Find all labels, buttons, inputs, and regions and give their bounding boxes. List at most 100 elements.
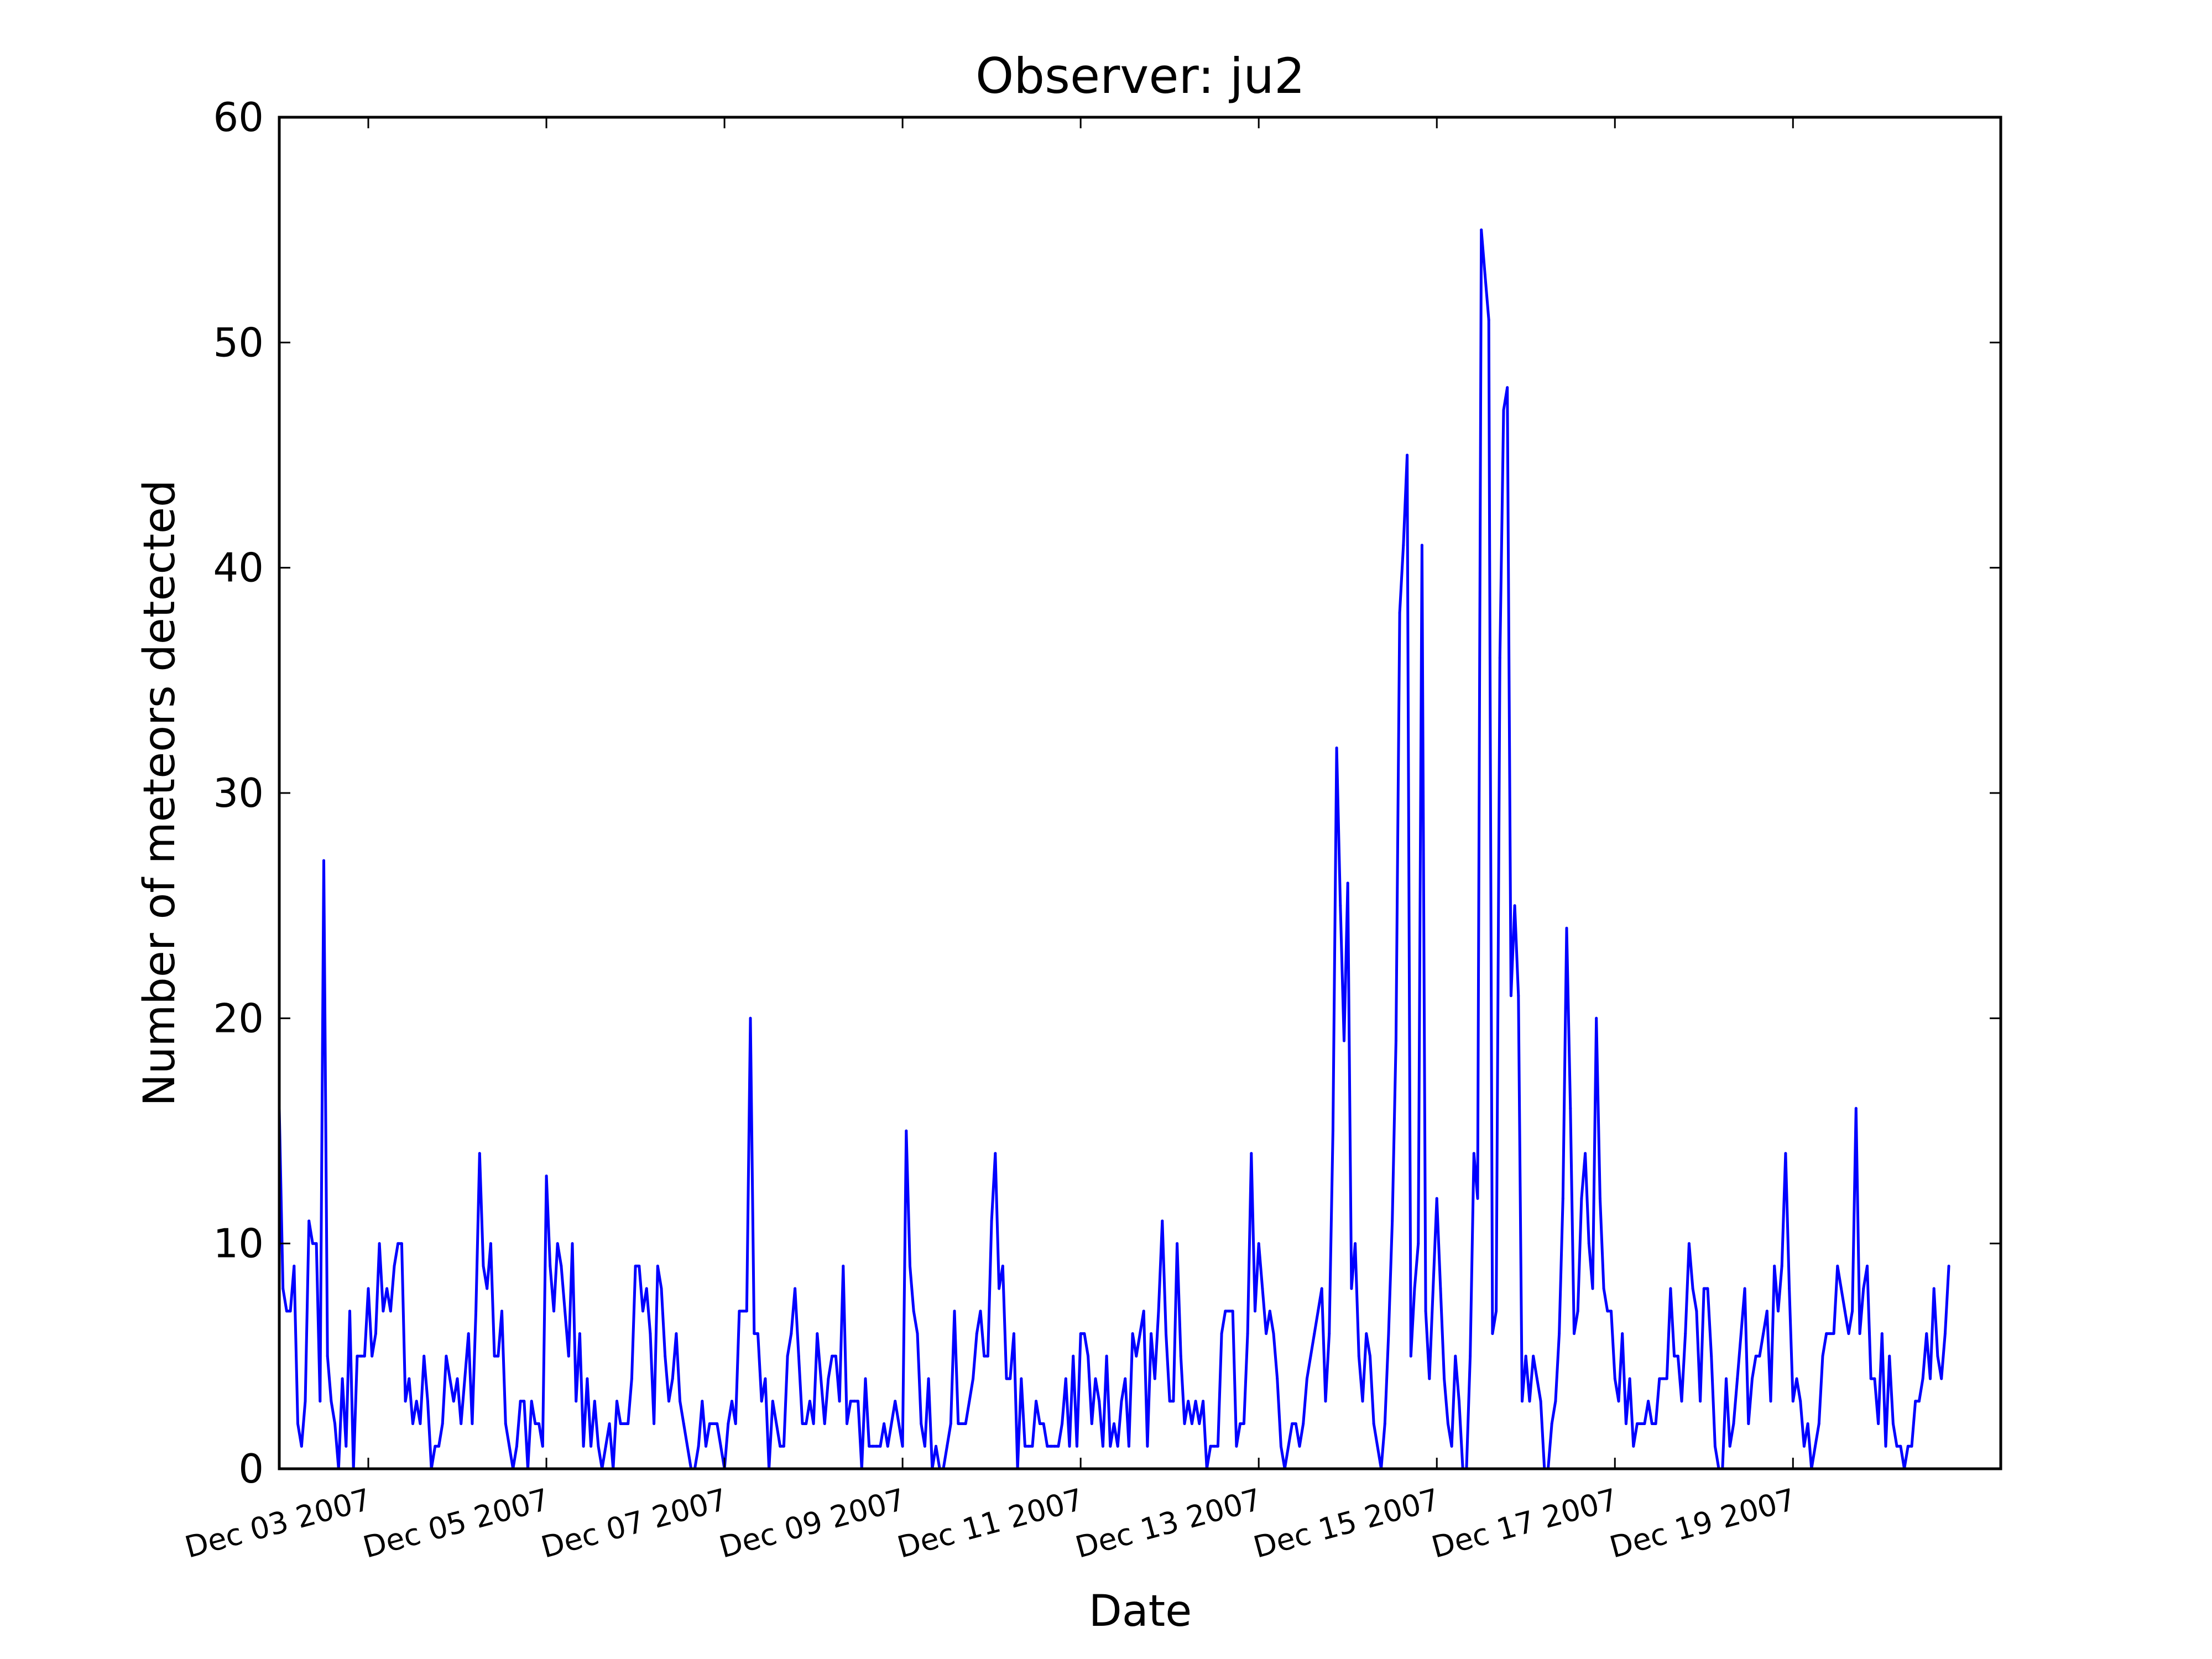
data-point (1346, 881, 1349, 885)
data-point (1131, 1332, 1134, 1335)
data-point (1591, 1287, 1594, 1290)
data-point (1513, 904, 1516, 907)
data-point (304, 1400, 307, 1403)
data-point (1458, 1400, 1460, 1403)
data-point (1788, 1287, 1791, 1290)
data-point (1687, 1242, 1691, 1245)
data-point (1105, 1354, 1108, 1358)
data-point (1135, 1354, 1138, 1358)
x-tick-label: Dec 09 2007 (716, 1482, 909, 1565)
data-point (307, 1219, 311, 1223)
data-point (293, 1264, 296, 1267)
data-point (1617, 1400, 1620, 1403)
data-point (1636, 1422, 1639, 1425)
data-point (285, 1310, 288, 1313)
data-point (311, 1242, 314, 1245)
data-point (1420, 544, 1423, 547)
data-point (1231, 1310, 1234, 1313)
data-point (1068, 1444, 1071, 1448)
data-point (319, 1400, 322, 1403)
data-point (471, 1422, 474, 1425)
data-point (1854, 1107, 1858, 1110)
data-point (296, 1422, 299, 1425)
data-point (1009, 1377, 1012, 1380)
data-point (623, 1422, 626, 1425)
data-point (831, 1354, 834, 1358)
data-point (879, 1444, 882, 1448)
data-point (838, 1400, 841, 1403)
data-point (1899, 1444, 1902, 1448)
data-point (1335, 747, 1338, 749)
data-point (1291, 1422, 1294, 1425)
data-point (1598, 1197, 1601, 1200)
data-point (1728, 1444, 1731, 1448)
data-point (367, 1287, 370, 1290)
data-point (1658, 1377, 1661, 1380)
data-point (289, 1310, 292, 1313)
data-point (1702, 1287, 1705, 1290)
data-point (378, 1242, 381, 1245)
data-point (1053, 1444, 1056, 1448)
data-point (1606, 1310, 1609, 1313)
data-point (1673, 1354, 1676, 1358)
data-point (853, 1400, 856, 1403)
data-point (916, 1332, 919, 1335)
data-point (1432, 1287, 1434, 1290)
data-point (1239, 1422, 1242, 1425)
data-point (1791, 1400, 1794, 1403)
data-point (1153, 1377, 1156, 1380)
data-point (797, 1354, 800, 1358)
data-point (1914, 1400, 1917, 1403)
data-point (1873, 1377, 1876, 1380)
data-point (1361, 1400, 1364, 1403)
data-point (578, 1332, 581, 1335)
data-point (482, 1264, 485, 1267)
data-point (1821, 1354, 1824, 1358)
data-point (1847, 1332, 1850, 1335)
data-point (1372, 1422, 1375, 1425)
data-point (742, 1310, 745, 1313)
data-point (1643, 1422, 1646, 1425)
data-point (400, 1242, 403, 1245)
data-point (615, 1400, 618, 1403)
x-tick-label: Dec 13 2007 (1072, 1482, 1265, 1565)
data-point (504, 1422, 507, 1425)
data-point (1936, 1354, 1939, 1358)
data-point (1194, 1400, 1197, 1403)
data-point (1840, 1287, 1843, 1290)
data-point (515, 1444, 518, 1448)
data-point (660, 1287, 663, 1290)
data-point (1024, 1444, 1026, 1448)
data-point (734, 1422, 737, 1425)
data-point (990, 1219, 993, 1223)
data-point (968, 1400, 971, 1403)
data-point (1613, 1377, 1616, 1380)
data-point (1569, 1107, 1572, 1110)
data-point (1739, 1332, 1743, 1335)
data-point (1072, 1354, 1075, 1358)
data-point (1354, 1242, 1357, 1245)
data-point (497, 1354, 500, 1358)
data-point (1064, 1377, 1067, 1380)
data-point (1713, 1444, 1717, 1448)
data-point (530, 1400, 533, 1403)
data-point (1235, 1444, 1238, 1448)
data-point (385, 1287, 389, 1290)
data-point (1305, 1377, 1308, 1380)
data-point (575, 1400, 578, 1403)
data-point (961, 1422, 963, 1425)
data-point (1446, 1422, 1449, 1425)
data-point (389, 1310, 392, 1313)
data-point (846, 1422, 848, 1425)
data-point (1665, 1377, 1668, 1380)
data-point (1369, 1354, 1371, 1358)
data-point (1610, 1310, 1613, 1313)
data-point (1554, 1400, 1557, 1403)
data-point (460, 1422, 463, 1425)
data-point (812, 1422, 815, 1425)
data-point (834, 1354, 837, 1358)
data-point (1328, 1332, 1331, 1335)
data-point (1725, 1377, 1728, 1380)
data-point (415, 1400, 418, 1403)
